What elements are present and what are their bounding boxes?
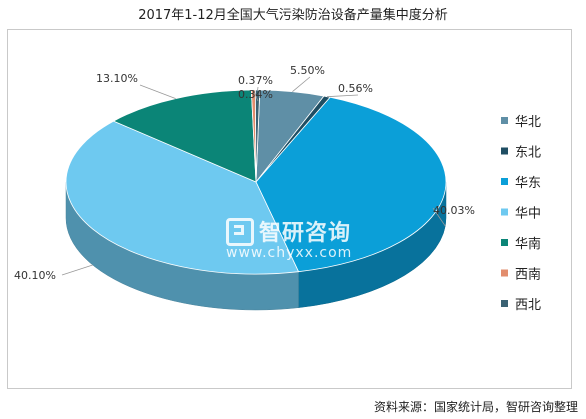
legend-item-华中: 华中 [501,207,541,222]
pie-chart: 5.50% 0.56% 40.03% 40.10% 13.10% 0.34%0.37% 华… [14,64,541,313]
data-label-华南: 13.10% [96,72,138,85]
legend-swatch [501,147,508,155]
pie-slice-华南 [112,89,257,183]
legend-item-华北: 华北 [501,115,541,130]
pie-slice-华东 [255,96,447,273]
legend-item-东北: 东北 [501,146,541,161]
data-labels: 5.50% 0.56% 40.03% 40.10% 13.10% 0.34%0.37% [14,64,475,282]
watermark-url: www.chyxx.com [226,245,353,261]
legend-swatch [501,269,508,277]
data-label-西北: 0.37% [238,74,273,87]
leader-华中 [61,264,93,276]
leader-华南 [139,84,176,99]
watermark-brand: 智研咨询 [259,221,352,246]
legend-item-华东: 华东 [501,176,541,191]
legend-label: 东北 [515,146,541,161]
legend-item-西南: 西南 [501,267,541,283]
chart-title: 2017年1-12月全国大气污染防治设备产量集中度分析 [138,8,448,23]
data-label-华中: 40.10% [14,269,56,282]
legend-label: 华北 [515,115,541,130]
legend-swatch [501,239,508,246]
watermark-logo-icon [226,218,254,246]
legend-label: 华南 [515,236,541,252]
source-note: 资料来源：国家统计局，智研咨询整理 [373,400,578,414]
pie-slice-华中 [65,120,300,275]
data-label-西南: 0.34% [238,88,273,101]
pie-tops [65,89,447,275]
legend-label: 华东 [515,176,541,191]
legend-label: 华中 [515,207,541,222]
label-leaders [61,76,446,276]
leader-华北 [292,76,311,93]
legend-item-西北: 西北 [501,298,541,313]
legend-swatch [501,300,508,307]
leader-华东 [432,207,446,227]
legend-swatch [501,178,508,185]
leader-西南 [252,89,259,102]
data-label-东北: 0.56% [338,82,373,95]
watermark: 智研咨询 www.chyxx.com [226,215,376,265]
legend-label: 西南 [515,267,541,283]
legend-item-华南: 华南 [501,236,541,252]
legend-label: 西北 [515,298,541,313]
legend-swatch [501,208,508,216]
data-label-华北: 5.50% [290,64,325,77]
leader-东北 [327,94,359,98]
legend-swatch [501,117,508,124]
data-label-华东: 40.03% [433,204,475,217]
chart-frame: 5.50% 0.56% 40.03% 40.10% 13.10% 0.34% 0.37% 华… [7,29,572,389]
